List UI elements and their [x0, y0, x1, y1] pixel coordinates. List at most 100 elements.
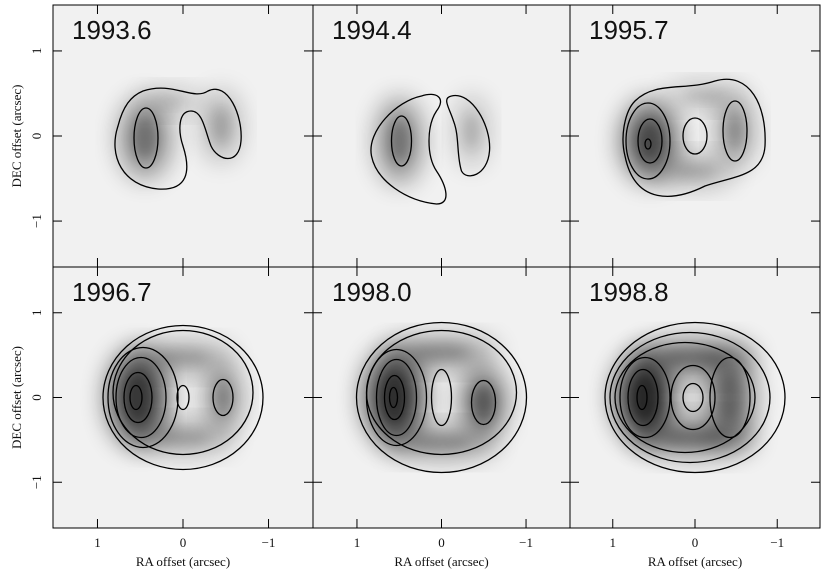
- contour: [609, 331, 771, 464]
- contour: [383, 374, 406, 421]
- intensity-core: [717, 375, 743, 420]
- contour: [722, 100, 748, 162]
- contour: [375, 358, 418, 437]
- x-axis-label: RA offset (arcsec): [648, 554, 742, 569]
- contour: [390, 115, 413, 167]
- intensity-core: [388, 120, 411, 162]
- intensity-core: [214, 380, 232, 415]
- contour: [670, 364, 716, 431]
- panel-title: 1998.0: [332, 277, 412, 307]
- contour: [388, 386, 399, 409]
- panel-background: [53, 5, 313, 267]
- contour: [446, 95, 491, 177]
- panel-background: [570, 267, 820, 528]
- x-tick-label: −1: [770, 535, 784, 550]
- x-axis-label: RA offset (arcsec): [394, 554, 488, 569]
- contour: [430, 368, 453, 427]
- y-tick-label: −1: [29, 214, 44, 228]
- contour: [644, 138, 652, 150]
- intensity-core: [132, 118, 158, 158]
- x-tick-label: 0: [692, 535, 699, 550]
- y-axis-label: DEC offset (arcsec): [9, 346, 24, 449]
- x-tick-label: −1: [519, 535, 533, 550]
- image: [102, 324, 264, 471]
- contour: [682, 117, 708, 155]
- panel-title: 1993.6: [72, 15, 152, 45]
- contour: [212, 378, 234, 417]
- y-tick-label: 0: [29, 394, 44, 401]
- contour: [112, 329, 254, 456]
- y-tick-label: 1: [29, 48, 44, 55]
- contour: [604, 321, 786, 474]
- image: [114, 87, 242, 190]
- intensity-core: [472, 385, 495, 420]
- panel-background: [313, 267, 570, 528]
- y-axis-label: DEC offset (arcsec): [9, 85, 24, 188]
- contour: [619, 356, 671, 439]
- panel: 1994.4: [312, 4, 571, 268]
- intensity-core: [726, 113, 744, 149]
- image: [355, 321, 528, 474]
- intensity-core: [123, 373, 153, 422]
- panel-title: 1998.8: [589, 277, 669, 307]
- intensity-core: [665, 428, 725, 447]
- panel: 1996.7 1 0 −1 1 0 −1 RA offset (arcsec) DEC offs…: [9, 266, 314, 569]
- intensity-core: [630, 375, 660, 420]
- panel: 1995.7: [569, 4, 821, 268]
- x-tick-label: 0: [438, 535, 445, 550]
- y-tick-label: 1: [29, 310, 44, 317]
- x-tick-label: 1: [354, 535, 361, 550]
- intensity-core: [379, 373, 410, 422]
- intensity-core: [414, 435, 469, 450]
- contour: [115, 356, 167, 439]
- contour: [114, 87, 242, 190]
- intensity-core: [414, 345, 469, 360]
- contour: [627, 368, 659, 427]
- x-tick-label: −1: [262, 535, 276, 550]
- panel-background: [570, 5, 820, 267]
- intensity-core: [158, 95, 188, 107]
- contour: [614, 341, 756, 454]
- contour: [682, 382, 704, 413]
- panel-background: [313, 5, 570, 267]
- intensity-core: [158, 430, 208, 445]
- panel: 1998.8 1 0 −1 RA offset (arcsec): [569, 266, 821, 569]
- contour: [365, 348, 428, 447]
- x-tick-label: 1: [94, 535, 101, 550]
- contour: [107, 346, 179, 449]
- x-tick-label: 1: [610, 535, 617, 550]
- panel-background: [53, 267, 313, 528]
- contour: [625, 102, 671, 180]
- y-tick-label: −1: [29, 475, 44, 489]
- x-axis-label: RA offset (arcsec): [136, 554, 230, 569]
- contour: [370, 93, 447, 205]
- y-tick-label: 0: [29, 133, 44, 140]
- x-tick-label: 0: [180, 535, 187, 550]
- contour: [176, 384, 190, 411]
- panel-title: 1995.7: [589, 15, 669, 45]
- contour: [622, 78, 766, 197]
- contour: [636, 384, 648, 411]
- contour: [123, 371, 153, 424]
- intensity-core: [675, 163, 715, 179]
- intensity-core: [158, 350, 208, 365]
- panel-title: 1994.4: [332, 15, 412, 45]
- image: [370, 93, 491, 205]
- contour: [129, 384, 143, 411]
- contour: [470, 379, 497, 426]
- panel-title: 1996.7: [72, 277, 152, 307]
- intensity-core: [665, 348, 725, 367]
- intensity-core: [464, 113, 479, 149]
- contour: [133, 107, 159, 169]
- panel: 1993.6 1 0 −1 DEC offset (arcsec): [9, 4, 314, 268]
- contour: [709, 356, 751, 439]
- image: [622, 78, 766, 197]
- panel: 1998.0 1 0 −1 RA offset (arcsec): [312, 266, 571, 569]
- contour: [102, 324, 264, 471]
- contour: [355, 321, 528, 474]
- intensity-core: [685, 90, 725, 102]
- contour: [637, 118, 663, 164]
- intensity-core: [212, 108, 230, 144]
- image: [604, 321, 786, 474]
